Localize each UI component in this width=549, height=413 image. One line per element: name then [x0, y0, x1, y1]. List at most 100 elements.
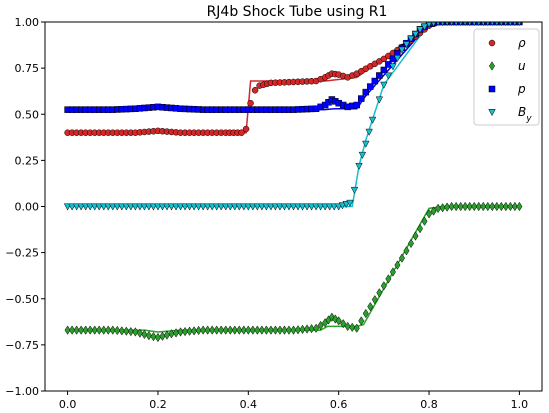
legend-marker-1: [489, 61, 495, 71]
data-point-3-33: [212, 203, 221, 211]
data-point-3-42: [253, 203, 262, 211]
data-point-1-84: [439, 203, 446, 213]
y-tick-label-0: −1.00: [5, 385, 39, 398]
data-point-1-96: [493, 201, 500, 212]
legend-box: [473, 28, 540, 126]
data-point-1-99: [507, 201, 514, 212]
data-point-3-16: [136, 203, 144, 211]
legend-label-1: u: [518, 59, 526, 73]
data-point-3-5: [86, 203, 94, 211]
data-point-1-100: [511, 201, 518, 212]
y-tick-label-3: −0.25: [5, 247, 39, 260]
data-point-1-12: [118, 326, 125, 336]
data-point-1-23: [168, 329, 175, 339]
data-point-0-39: [238, 129, 245, 136]
data-point-1-4: [82, 325, 89, 335]
data-point-3-13: [122, 203, 131, 211]
x-tick-label-1: 0.2: [149, 398, 167, 411]
data-point-3-35: [222, 203, 230, 211]
data-point-1-28: [191, 326, 198, 336]
data-point-1-25: [177, 327, 184, 337]
data-point-1-10: [109, 325, 116, 335]
data-point-1-51: [295, 325, 302, 335]
data-point-3-63: [346, 199, 354, 207]
data-point-1-13: [123, 326, 130, 336]
series-layer: [63, 22, 523, 343]
data-point-1-79: [417, 223, 424, 234]
data-point-3-11: [113, 203, 122, 211]
data-point-1-85: [444, 202, 451, 212]
data-point-3-74: [393, 55, 402, 63]
data-point-3-49: [285, 203, 293, 211]
data-point-2-71: [380, 66, 388, 74]
data-point-1-59: [328, 312, 335, 322]
data-point-3-43: [258, 203, 266, 211]
data-point-3-66: [358, 151, 367, 159]
data-point-1-49: [285, 325, 292, 335]
series-markers-1: [64, 201, 523, 343]
data-point-3-12: [118, 203, 126, 211]
data-point-1-73: [389, 267, 396, 277]
data-point-2-69: [371, 77, 379, 85]
data-point-1-41: [249, 325, 256, 335]
data-point-3-61: [338, 202, 347, 210]
data-point-3-22: [163, 203, 171, 211]
series-markers-2: [64, 22, 523, 113]
data-point-1-27: [186, 326, 193, 336]
data-point-1-21: [159, 331, 166, 341]
data-point-3-79: [416, 26, 424, 34]
x-tick-label-4: 0.8: [420, 398, 438, 411]
data-point-1-66: [358, 316, 365, 326]
data-point-1-24: [173, 328, 180, 338]
data-point-3-40: [244, 203, 253, 211]
x-tick-label-5: 1.0: [511, 398, 529, 411]
data-point-1-47: [276, 325, 283, 335]
data-point-1-30: [200, 325, 207, 335]
data-point-3-50: [289, 203, 298, 211]
data-point-3-24: [172, 203, 180, 211]
data-point-1-38: [236, 325, 243, 335]
data-point-1-67: [362, 308, 369, 319]
data-point-3-73: [389, 63, 397, 71]
data-point-1-54: [308, 323, 315, 334]
data-point-3-59: [330, 203, 338, 211]
data-point-3-10: [109, 203, 117, 211]
data-point-3-71: [380, 81, 388, 89]
data-point-3-1: [68, 203, 76, 211]
data-point-1-63: [344, 321, 351, 332]
series-markers-0: [64, 22, 523, 136]
data-point-1-95: [489, 201, 496, 212]
data-point-3-70: [375, 96, 384, 104]
data-point-1-11: [114, 325, 121, 336]
data-point-3-30: [199, 203, 207, 211]
data-point-1-90: [466, 201, 473, 212]
data-point-3-55: [312, 203, 320, 211]
data-point-3-23: [167, 203, 176, 211]
data-point-3-48: [280, 203, 289, 211]
data-point-1-46: [272, 325, 279, 335]
data-point-3-82: [430, 22, 437, 28]
data-point-2-66: [358, 95, 365, 102]
data-point-3-65: [355, 162, 363, 171]
data-point-1-3: [78, 325, 85, 335]
data-point-1-98: [502, 201, 509, 212]
data-point-3-20: [154, 203, 162, 211]
data-point-1-37: [231, 325, 238, 335]
data-point-1-34: [218, 325, 225, 335]
data-point-3-28: [190, 203, 198, 211]
data-point-1-56: [317, 320, 324, 331]
data-point-1-45: [267, 325, 274, 335]
data-point-3-75: [398, 46, 406, 54]
data-point-1-93: [480, 201, 487, 212]
data-point-1-55: [313, 323, 320, 333]
data-point-3-3: [77, 203, 85, 211]
data-point-1-5: [87, 325, 94, 335]
data-point-3-14: [127, 203, 135, 211]
y-tick-label-8: 1.00: [15, 16, 40, 29]
data-point-3-0: [63, 203, 72, 211]
y-tick-label-6: 0.50: [15, 108, 40, 121]
data-point-1-77: [407, 238, 414, 249]
data-point-3-64: [350, 186, 359, 195]
data-point-1-29: [195, 325, 202, 336]
